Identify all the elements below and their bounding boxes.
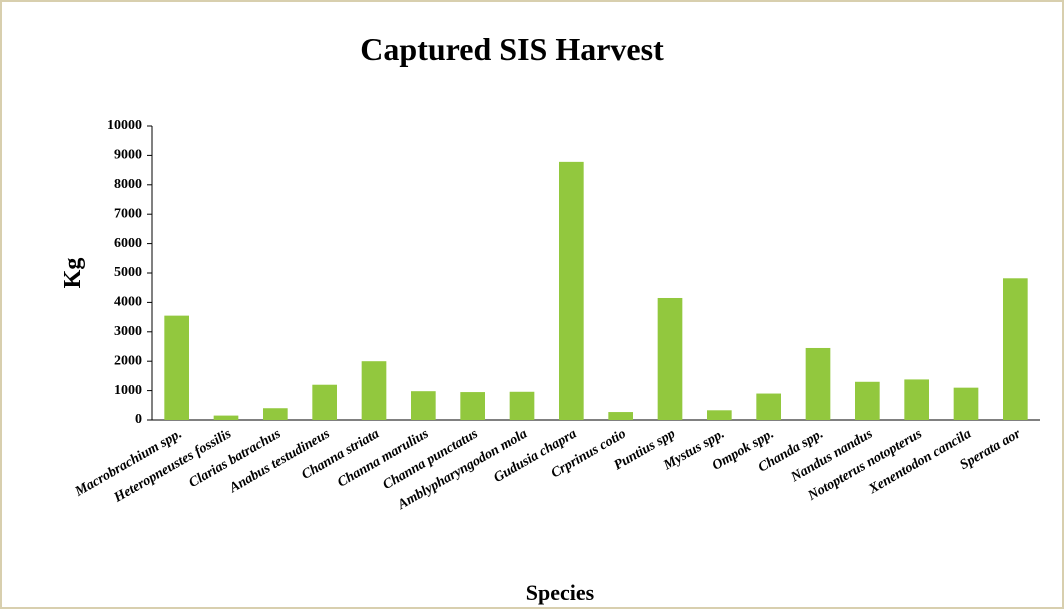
bar [904, 379, 929, 420]
bar [559, 161, 584, 421]
y-tick-label: 6000 [114, 236, 142, 251]
y-tick-label: 2000 [114, 353, 142, 368]
y-tick-label: 8000 [114, 177, 142, 192]
bar [953, 387, 979, 420]
bar [855, 381, 880, 420]
bar [263, 408, 288, 420]
y-tick-label: 7000 [114, 206, 142, 221]
bar [361, 361, 387, 420]
bar [805, 347, 831, 420]
y-axis-label: Kg [60, 258, 86, 289]
bar [312, 384, 337, 420]
y-tick-label: 0 [135, 412, 142, 427]
bar [608, 412, 633, 420]
chart-title: Captured SIS Harvest [360, 31, 664, 67]
bar [509, 391, 535, 420]
bar [460, 392, 485, 420]
x-axis-label: Species [526, 580, 595, 605]
bar [707, 410, 732, 420]
bar [756, 393, 781, 420]
bar [657, 297, 683, 420]
bar [213, 415, 239, 420]
y-tick-label: 3000 [114, 324, 142, 339]
y-tick-label: 9000 [114, 148, 142, 163]
bar [1003, 278, 1028, 420]
y-tick-label: 10000 [107, 118, 142, 133]
bar [164, 315, 189, 420]
bar [411, 391, 436, 420]
y-tick-label: 4000 [114, 295, 142, 310]
y-tick-label: 1000 [114, 383, 142, 398]
y-tick-label: 5000 [114, 265, 142, 280]
